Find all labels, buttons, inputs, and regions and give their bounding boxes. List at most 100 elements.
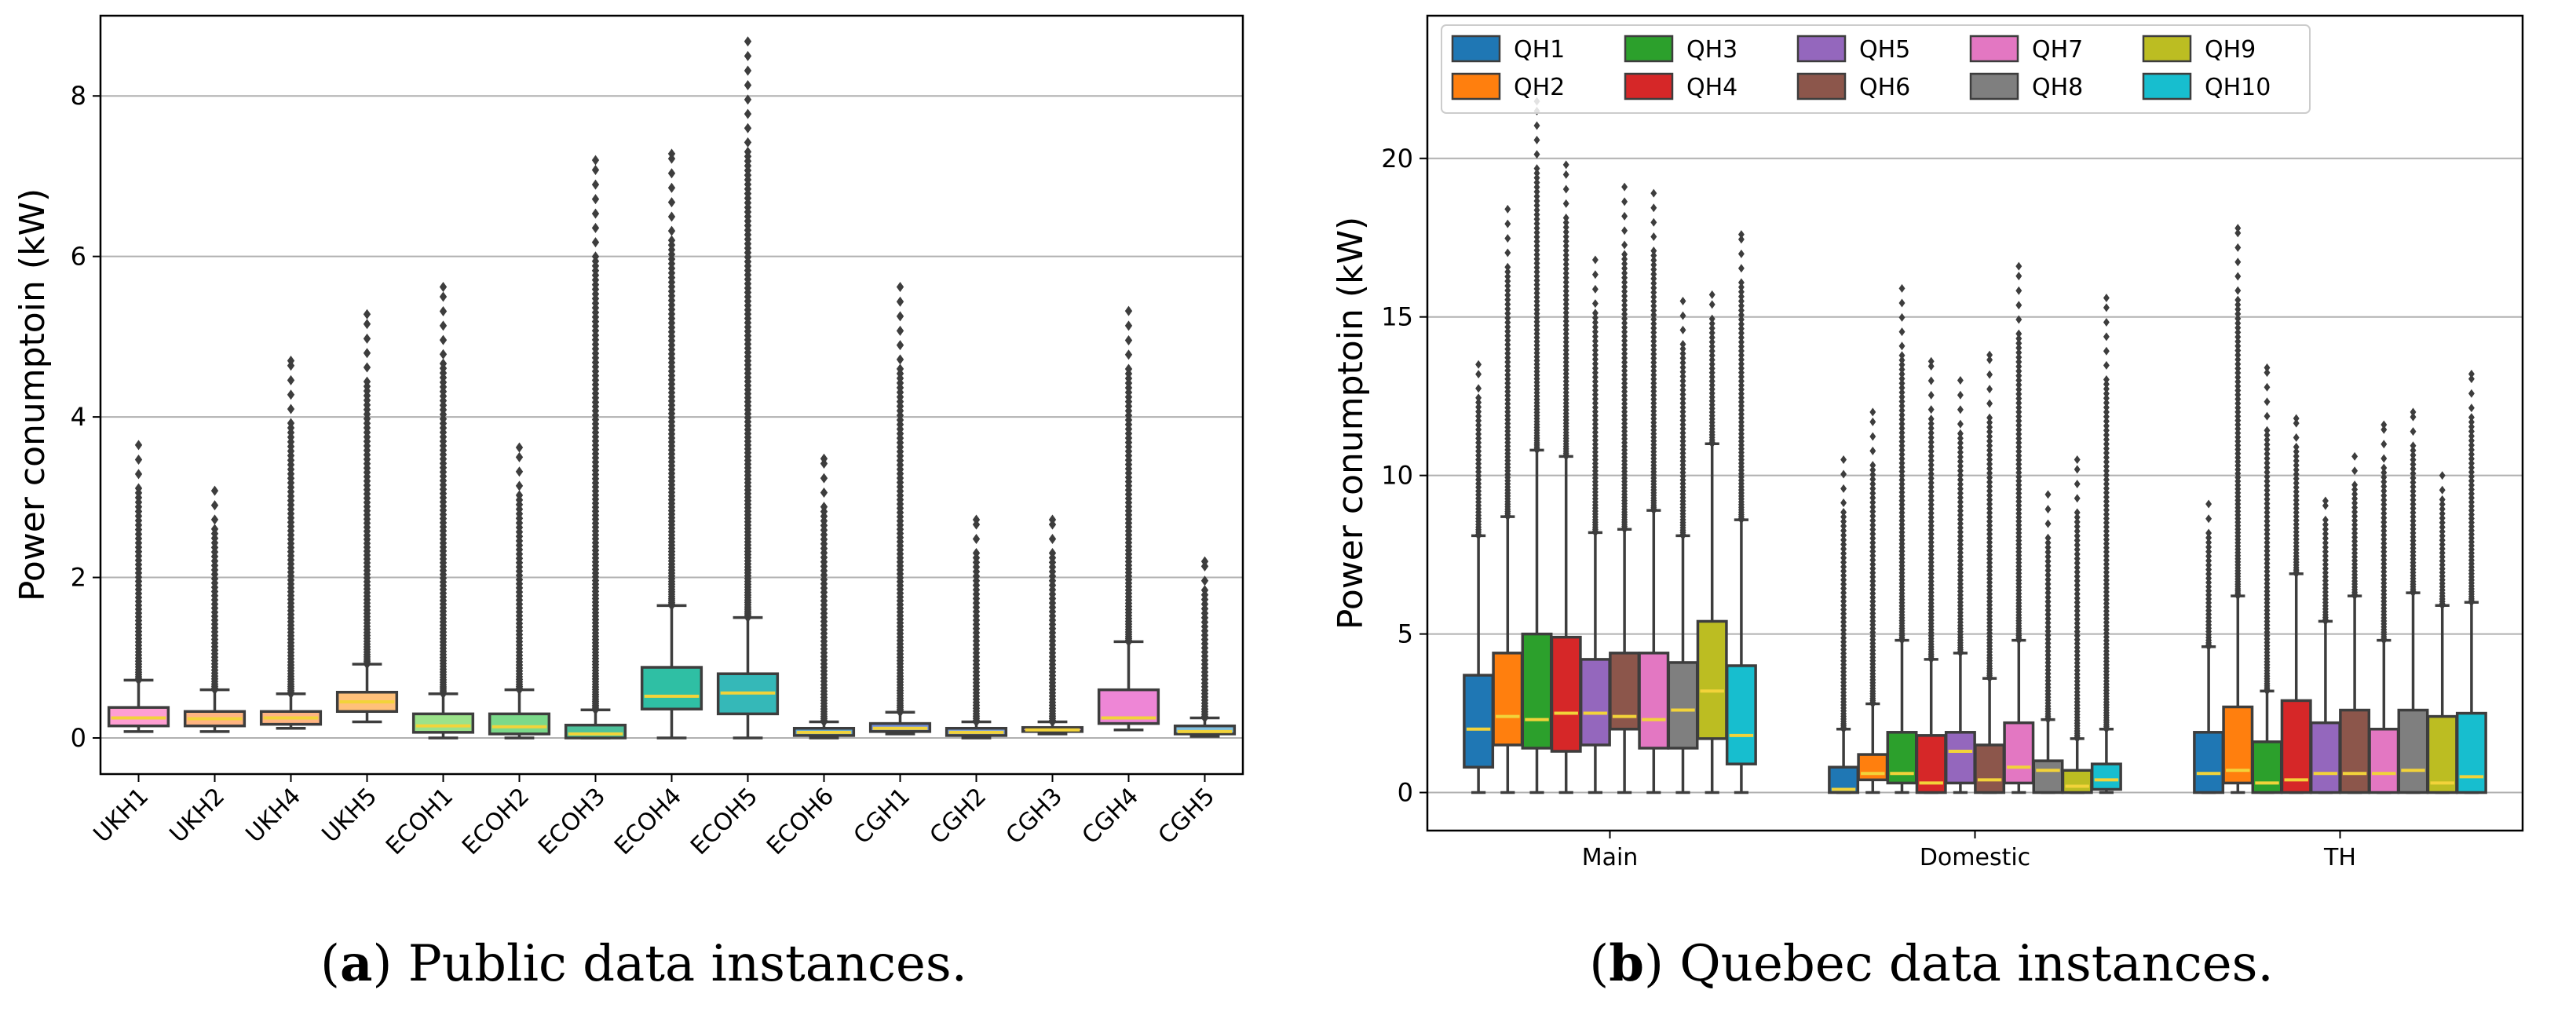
outlier-point	[2439, 531, 2446, 541]
outlier-point	[1986, 504, 1993, 513]
outlier-point	[2103, 317, 2110, 327]
box-body	[1974, 743, 2006, 794]
outlier-point	[2234, 332, 2242, 341]
outlier-point	[2234, 355, 2242, 364]
outlier-point	[2015, 421, 2022, 430]
outlier-point	[2044, 570, 2052, 579]
outlier-point	[1737, 305, 1745, 315]
outlier-point	[2103, 457, 2110, 466]
outlier-point	[134, 454, 143, 465]
outlier-point	[287, 374, 295, 385]
outlier-point	[1048, 514, 1057, 525]
outlier-point	[2044, 579, 2052, 589]
legend-label: QH4	[1686, 74, 1737, 101]
outlier-point	[1737, 320, 1745, 329]
outlier-point	[1986, 385, 1993, 394]
outlier-point	[1562, 241, 1569, 250]
outlier-point	[1927, 433, 1935, 442]
outlier-point	[1957, 447, 1964, 457]
outlier-point	[2264, 363, 2271, 372]
outlier-point	[1927, 437, 1935, 447]
outlier-point	[2234, 385, 2242, 395]
outlier-point	[1504, 322, 1511, 331]
outlier-point	[820, 487, 828, 498]
outlier-point	[2234, 373, 2242, 382]
outlier-point	[1898, 401, 1906, 411]
outlier-point	[2381, 468, 2388, 477]
outlier-point	[2468, 467, 2475, 477]
outlier-point	[744, 65, 752, 76]
outlier-point	[2264, 463, 2271, 473]
outlier-point	[1621, 250, 1628, 259]
box-plot	[2061, 455, 2093, 794]
box-body	[1886, 731, 1918, 785]
outlier-point	[1591, 385, 1599, 395]
outlier-point	[2264, 508, 2271, 517]
outlier-point	[1562, 246, 1569, 255]
box-body	[1521, 632, 1553, 750]
outlier-point	[2205, 499, 2212, 509]
outlier-point	[363, 348, 371, 359]
outlier-point	[1200, 556, 1209, 567]
box-plot	[2032, 490, 2064, 794]
outlier-point	[1533, 187, 1540, 196]
outlier-point	[2322, 547, 2329, 557]
outlier-point	[1533, 214, 1540, 224]
outlier-point	[1533, 135, 1540, 144]
outlier-point	[1869, 516, 1876, 525]
outlier-point	[1840, 571, 1847, 580]
outlier-point	[2234, 243, 2242, 252]
outlier-point	[1737, 264, 1745, 273]
outlier-point	[2264, 444, 2271, 454]
outlier-point	[2264, 495, 2271, 504]
outlier-point	[363, 319, 371, 330]
box-body	[1173, 724, 1237, 736]
outlier-point	[744, 79, 752, 90]
outlier-point	[439, 282, 448, 293]
legend-label: QH5	[1859, 36, 1910, 64]
outlier-point	[2234, 295, 2242, 305]
outlier-point	[1621, 314, 1628, 323]
outlier-point	[2468, 427, 2475, 436]
box-body	[1579, 658, 1611, 747]
outlier-point	[2351, 489, 2359, 499]
outlier-point	[1986, 491, 1993, 500]
outlier-point	[1898, 406, 1906, 415]
outlier-point	[2103, 379, 2110, 389]
outlier-point	[2015, 407, 2022, 417]
x-tick-label: CGH3	[1001, 783, 1068, 849]
box-plot	[1638, 188, 1670, 794]
outlier-point	[1840, 567, 1847, 576]
outlier-point	[287, 356, 295, 367]
outlier-point	[667, 235, 676, 246]
outlier-point	[1986, 446, 1993, 455]
box-body	[1857, 753, 1889, 782]
outlier-point	[2205, 552, 2212, 561]
outlier-point	[210, 514, 219, 525]
outlier-point	[1869, 524, 1876, 534]
outlier-point	[2103, 480, 2110, 489]
outlier-point	[1562, 160, 1569, 170]
outlier-point	[2468, 413, 2475, 422]
outlier-point	[2410, 491, 2417, 500]
outlier-point	[1562, 214, 1569, 223]
outlier-point	[591, 155, 600, 166]
outlier-point	[1591, 284, 1599, 294]
outlier-point	[1708, 360, 1716, 369]
outlier-point	[1957, 462, 1964, 471]
outlier-point	[2439, 495, 2446, 504]
outlier-point	[2468, 431, 2475, 440]
outlier-point	[2410, 478, 2417, 488]
outlier-point	[1737, 355, 1745, 364]
outlier-point	[1475, 421, 1482, 430]
outlier-point	[1957, 405, 1964, 415]
legend-swatch	[1451, 35, 1501, 63]
outlier-point	[2351, 512, 2359, 521]
outlier-point	[1927, 495, 1935, 505]
box-plot	[1857, 407, 1889, 794]
x-tick-label: ECOH6	[762, 783, 839, 860]
legend-label: QH6	[1859, 74, 1910, 101]
outlier-point	[1562, 277, 1569, 287]
box-plot	[1579, 255, 1611, 794]
outlier-point	[1840, 579, 1847, 589]
